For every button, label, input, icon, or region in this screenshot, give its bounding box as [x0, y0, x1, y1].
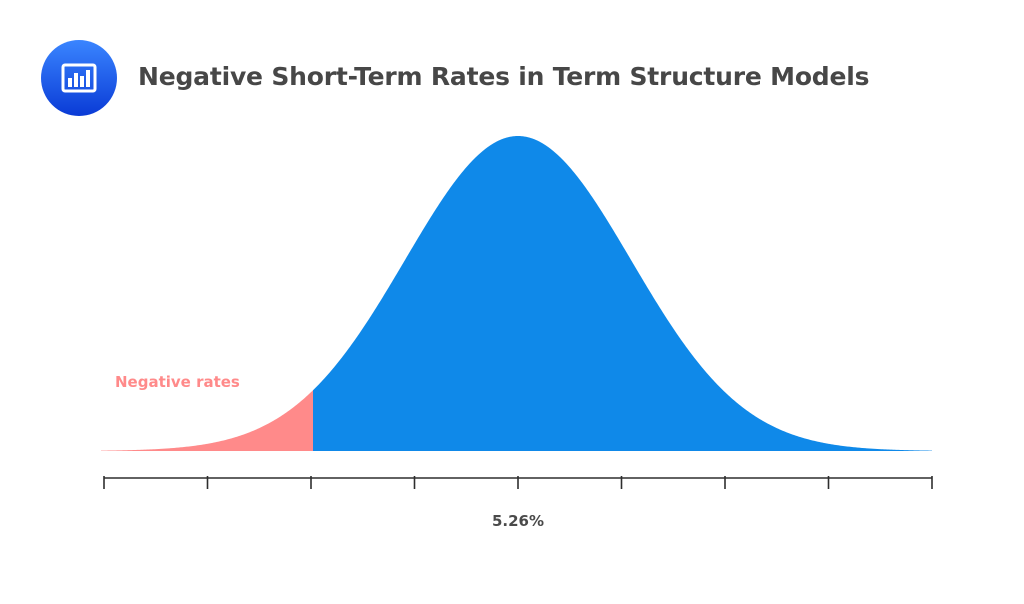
- negative-rates-area: [101, 390, 313, 451]
- bar-chart-icon: [41, 40, 117, 116]
- page-title: Negative Short-Term Rates in Term Struct…: [138, 62, 870, 91]
- negative-rates-label: Negative rates: [115, 373, 240, 391]
- distribution-area: [313, 136, 932, 451]
- x-tick-label: 5.26%: [492, 512, 544, 530]
